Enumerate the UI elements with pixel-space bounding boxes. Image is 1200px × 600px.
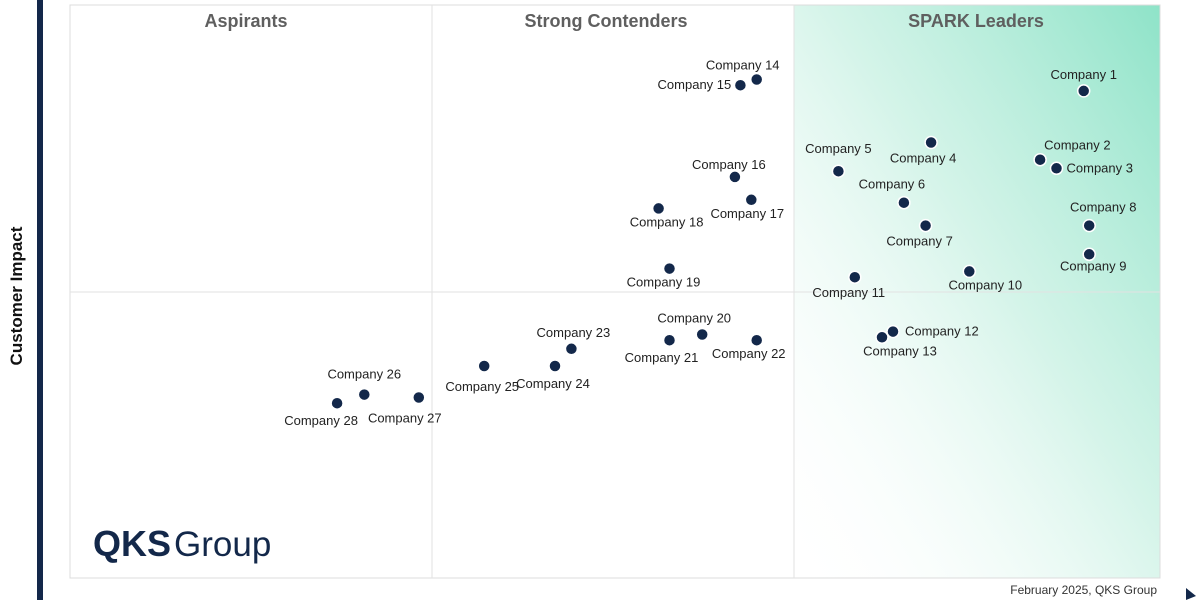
data-point-19 — [662, 261, 677, 276]
data-point-24 — [548, 359, 562, 373]
data-point-12 — [886, 324, 900, 339]
data-point-label-14: Company 14 — [706, 58, 780, 73]
data-point-17 — [744, 193, 759, 207]
data-point-label-9: Company 9 — [1060, 258, 1126, 273]
data-point-label-6: Company 6 — [859, 177, 925, 192]
data-point-label-26: Company 26 — [327, 367, 401, 382]
data-point-label-16: Company 16 — [692, 157, 766, 172]
svg-text:QKSGroup: QKSGroup — [93, 523, 271, 564]
data-point-21 — [662, 333, 677, 347]
data-point-9 — [1082, 247, 1096, 262]
data-point-label-22: Company 22 — [712, 346, 786, 361]
data-point-18 — [651, 201, 666, 216]
quadrant-label-spark-leaders: SPARK Leaders — [908, 11, 1044, 31]
data-point-label-15: Company 15 — [658, 77, 732, 92]
logo-bold-text: QKS — [93, 523, 171, 564]
qks-group-logo: QKSGroup — [93, 523, 271, 564]
data-point-26 — [357, 387, 372, 402]
data-point-13 — [875, 330, 889, 345]
quadrant-label-aspirants: Aspirants — [204, 11, 287, 31]
data-point-label-28: Company 28 — [284, 413, 358, 428]
data-point-28 — [330, 396, 344, 410]
data-point-label-11: Company 11 — [812, 285, 885, 300]
data-point-label-12: Company 12 — [905, 324, 979, 339]
data-point-label-13: Company 13 — [863, 343, 937, 358]
data-point-label-3: Company 3 — [1067, 160, 1133, 175]
data-point-25 — [477, 359, 491, 373]
data-point-4 — [924, 135, 938, 150]
data-point-1 — [1076, 84, 1091, 98]
data-point-27 — [412, 390, 426, 405]
data-point-8 — [1082, 218, 1096, 233]
x-axis-arrow-icon — [1186, 588, 1196, 600]
quadrant-label-strong-contenders: Strong Contenders — [524, 11, 687, 31]
data-point-5 — [831, 164, 846, 178]
logo-regular-text: Group — [174, 525, 271, 564]
data-point-14 — [749, 72, 764, 87]
data-point-label-27: Company 27 — [368, 411, 442, 426]
data-point-label-1: Company 1 — [1050, 67, 1116, 82]
data-point-label-4: Company 4 — [890, 151, 956, 166]
data-point-label-8: Company 8 — [1070, 200, 1136, 215]
data-point-label-18: Company 18 — [630, 214, 704, 229]
data-point-label-17: Company 17 — [710, 206, 784, 221]
data-point-label-23: Company 23 — [537, 325, 611, 340]
data-point-22 — [749, 333, 764, 347]
data-point-20 — [695, 327, 709, 342]
data-point-15 — [733, 78, 748, 92]
data-point-16 — [728, 170, 742, 184]
data-point-7 — [918, 218, 933, 233]
data-point-3 — [1049, 161, 1064, 176]
data-point-label-20: Company 20 — [657, 311, 731, 326]
data-point-label-24: Company 24 — [516, 376, 590, 391]
data-point-label-19: Company 19 — [627, 275, 701, 290]
data-point-label-25: Company 25 — [445, 379, 519, 394]
data-point-label-2: Company 2 — [1044, 138, 1110, 153]
data-point-10 — [962, 264, 977, 279]
data-point-label-7: Company 7 — [886, 234, 952, 249]
data-point-6 — [897, 195, 911, 210]
data-point-11 — [848, 270, 862, 284]
y-axis-label: Customer Impact — [7, 226, 26, 365]
data-points: Company 1 Company 2 Company 3 Company 4 Comp… — [284, 58, 1136, 429]
data-point-label-5: Company 5 — [805, 141, 871, 156]
footer-credit: February 2025, QKS Group — [1010, 583, 1157, 597]
data-point-label-10: Company 10 — [948, 277, 1022, 292]
y-axis-bar — [37, 0, 43, 600]
data-point-23 — [564, 342, 579, 356]
data-point-label-21: Company 21 — [625, 350, 699, 365]
data-point-2 — [1033, 152, 1047, 167]
